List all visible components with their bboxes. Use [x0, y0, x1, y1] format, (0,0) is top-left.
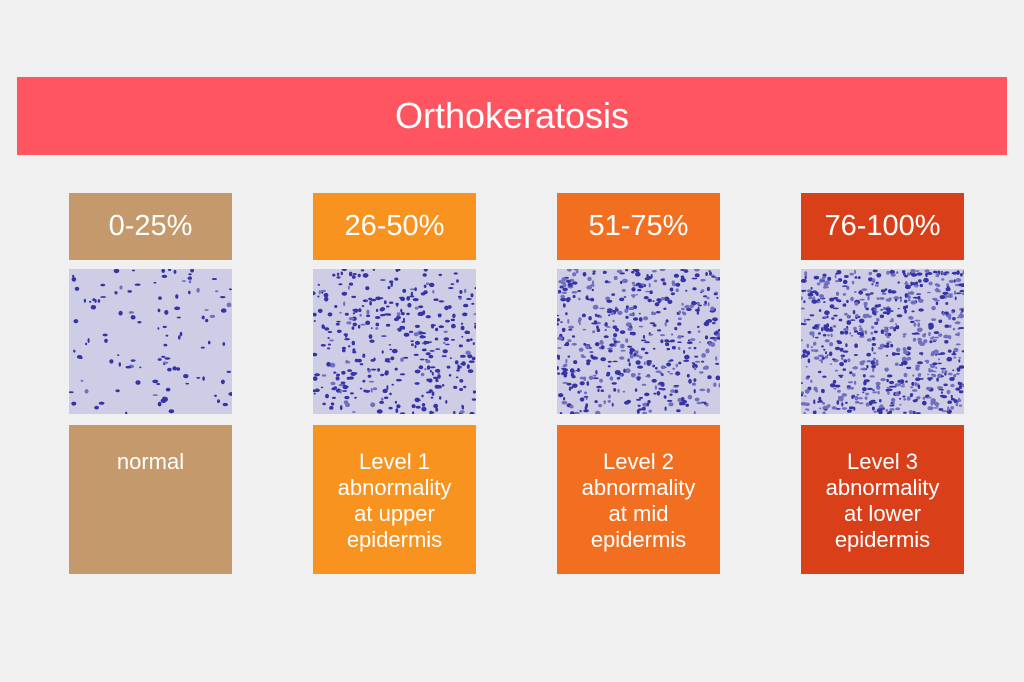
- range-label: 26-50%: [344, 210, 445, 242]
- description-line: abnormality: [337, 475, 452, 500]
- title-banner: Orthokeratosis: [17, 77, 1007, 155]
- title: Orthokeratosis: [394, 95, 630, 136]
- range-label: 0-25%: [108, 210, 193, 242]
- range-label: 51-75%: [588, 210, 689, 242]
- description-line: abnormality: [581, 475, 696, 500]
- description-box: Level 1 abnormality at upper epidermis: [313, 425, 476, 574]
- description-line: Level 3: [847, 449, 918, 474]
- range-label: 76-100%: [824, 210, 941, 242]
- description-line: at mid: [608, 501, 669, 526]
- range-box: 26-50%: [313, 193, 476, 260]
- description-line: at upper: [354, 501, 435, 526]
- description-line: Level 1: [359, 449, 430, 474]
- range-box: 0-25%: [69, 193, 232, 260]
- micrograph: [69, 269, 232, 414]
- micrograph: [557, 269, 720, 414]
- description-line: abnormality: [825, 475, 940, 500]
- description-box: normal: [69, 425, 232, 574]
- description-line: epidermis: [590, 527, 687, 552]
- description-line: epidermis: [346, 527, 443, 552]
- micrograph: [313, 269, 476, 414]
- description-box: Level 2 abnormality at mid epidermis: [557, 425, 720, 574]
- range-box: 51-75%: [557, 193, 720, 260]
- description-box: Level 3 abnormality at lower epidermis: [801, 425, 964, 574]
- description-line: normal: [116, 449, 185, 474]
- description-line: Level 2: [603, 449, 674, 474]
- description-line: epidermis: [834, 527, 931, 552]
- micrograph: [801, 269, 964, 414]
- range-box: 76-100%: [801, 193, 964, 260]
- description-line: at lower: [843, 501, 922, 526]
